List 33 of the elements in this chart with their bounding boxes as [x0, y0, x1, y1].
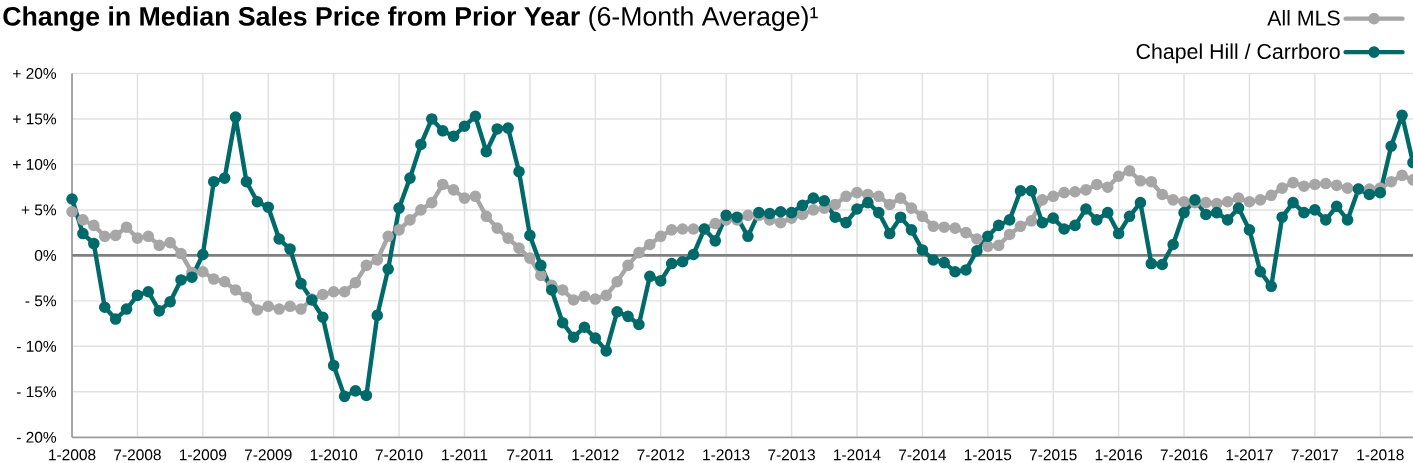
x-tick-label: 1-2010 — [310, 449, 358, 461]
x-tick-label: 1-2009 — [179, 449, 227, 461]
x-tick-label: 1-2008 — [49, 449, 96, 461]
y-tick-label: + 15% — [13, 113, 57, 125]
y-tick-label: - 20% — [16, 431, 57, 443]
x-tick-label: 7-2017 — [1291, 449, 1339, 461]
x-tick-label: 1-2015 — [964, 449, 1012, 461]
x-tick-label: 7-2012 — [637, 449, 685, 461]
y-tick-label: - 10% — [16, 340, 57, 352]
y-tick-label: - 5% — [25, 295, 57, 307]
y-tick-label: + 10% — [13, 158, 57, 170]
x-tick-label: 7-2013 — [768, 449, 815, 461]
x-tick-label: 1-2018 — [1357, 449, 1404, 461]
x-tick-label: 7-2014 — [899, 449, 947, 461]
x-tick-label: 7-2015 — [1029, 449, 1077, 461]
x-tick-label: 1-2017 — [1226, 449, 1273, 461]
chart-title: Change in Median Sales Price from Prior Year (6-Month Average)¹ — [3, 6, 818, 32]
x-tick-label: 7-2011 — [507, 449, 553, 461]
x-tick-label: 1-2016 — [1095, 449, 1143, 461]
x-tick-label: 1-2012 — [572, 449, 619, 461]
x-tick-label: 1-2013 — [703, 449, 750, 461]
y-tick-label: + 20% — [13, 68, 57, 79]
y-tick-label: - 15% — [16, 386, 57, 398]
x-tick-label: 1-2014 — [834, 449, 881, 461]
x-tick-label: 1-2011 — [442, 449, 488, 461]
legend-label: Chapel Hill / Carrboro — [1136, 43, 1340, 64]
x-tick-label: 7-2010 — [375, 449, 423, 461]
y-tick-label: + 5% — [21, 204, 57, 216]
x-tick-label: 7-2009 — [244, 449, 292, 461]
x-tick-label: 7-2008 — [114, 449, 161, 461]
legend-label: All MLS — [1267, 9, 1340, 26]
y-tick-label: 0% — [34, 249, 57, 261]
x-tick-label: 7-2016 — [1160, 449, 1208, 461]
